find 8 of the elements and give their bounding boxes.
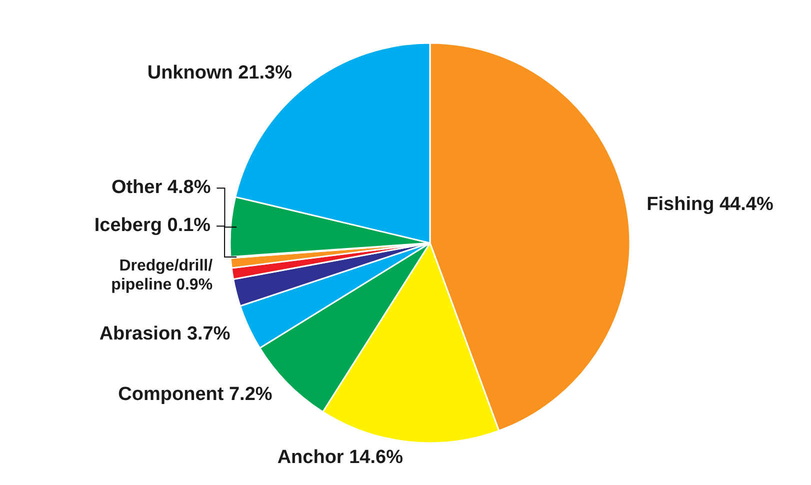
slice-label: Other 4.8% xyxy=(111,177,211,198)
slice-label: Unknown 21.3% xyxy=(147,62,292,84)
slice-label: Component 7.2% xyxy=(118,384,272,405)
slice-label: Abrasion 3.7% xyxy=(99,323,230,344)
slice-label: Anchor 14.6% xyxy=(277,446,404,468)
slice-label: Dredge/drill/pipeline 0.9% xyxy=(111,258,214,294)
slice-label: Fishing 44.4% xyxy=(646,194,774,216)
slice-label: Iceberg 0.1% xyxy=(94,215,211,236)
